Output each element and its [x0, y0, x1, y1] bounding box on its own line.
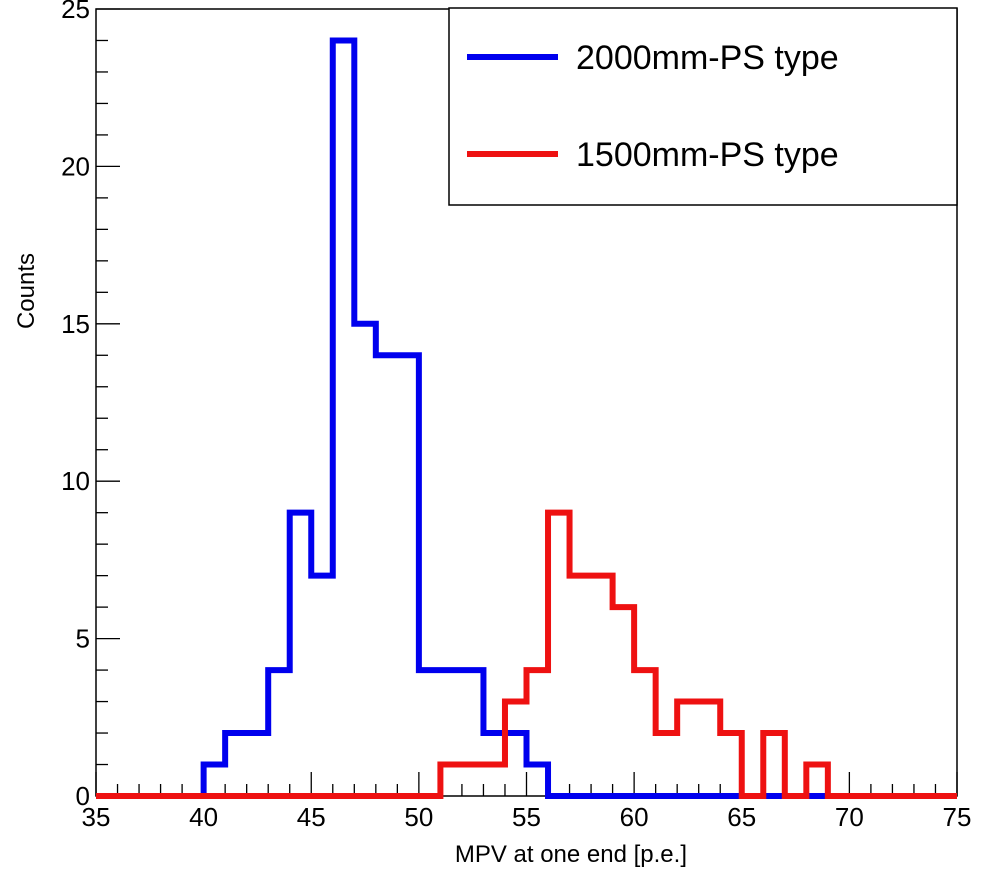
histogram-series-1: [96, 509, 957, 799]
legend: 2000mm-PS type 1500mm-PS type: [448, 7, 958, 206]
legend-label-2000mm: 2000mm-PS type: [576, 39, 839, 77]
x-tick-label: 60: [620, 802, 649, 832]
x-tick-label: 75: [943, 802, 972, 832]
series-layer: [96, 37, 957, 799]
x-tick-label: 70: [835, 802, 864, 832]
y-tick-labels: 0 5 10 15 20 25: [61, 0, 90, 811]
y-tick-label: 15: [61, 309, 90, 339]
y-tick-label: 10: [61, 466, 90, 496]
x-tick-label: 50: [404, 802, 433, 832]
y-tick-label: 25: [61, 0, 90, 24]
y-tick-label: 5: [76, 624, 90, 654]
y-tick-label: 20: [61, 151, 90, 181]
x-axis-title: MPV at one end [p.e.]: [455, 841, 687, 868]
legend-box: [448, 7, 958, 206]
x-tick-label: 45: [297, 802, 326, 832]
y-tick-label: 0: [76, 781, 90, 811]
histogram-series-0: [96, 37, 957, 799]
x-tick-label: 40: [189, 802, 218, 832]
legend-label-1500mm: 1500mm-PS type: [576, 136, 839, 174]
y-axis-title: Counts: [13, 253, 40, 329]
x-tick-label: 65: [727, 802, 756, 832]
x-tick-label: 35: [82, 802, 111, 832]
x-tick-label: 55: [512, 802, 541, 832]
x-tick-labels: 35 40 45 50 55 60 65 70 75: [82, 802, 972, 832]
